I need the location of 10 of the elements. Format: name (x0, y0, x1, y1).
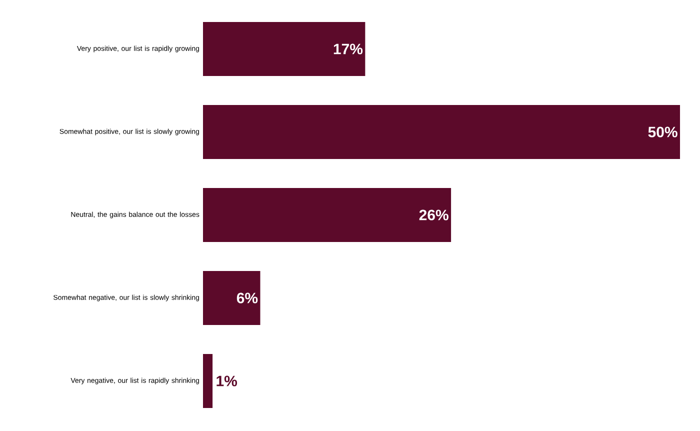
data-label: 50% (648, 126, 678, 138)
data-label: 17% (334, 44, 363, 54)
bar (203, 105, 680, 159)
bar (203, 271, 260, 325)
data-label: 26% (419, 210, 448, 220)
data-label: 6% (236, 292, 258, 304)
bar (203, 354, 213, 408)
data-label: 1% (216, 376, 238, 386)
bar (203, 188, 452, 242)
bar (203, 22, 366, 76)
